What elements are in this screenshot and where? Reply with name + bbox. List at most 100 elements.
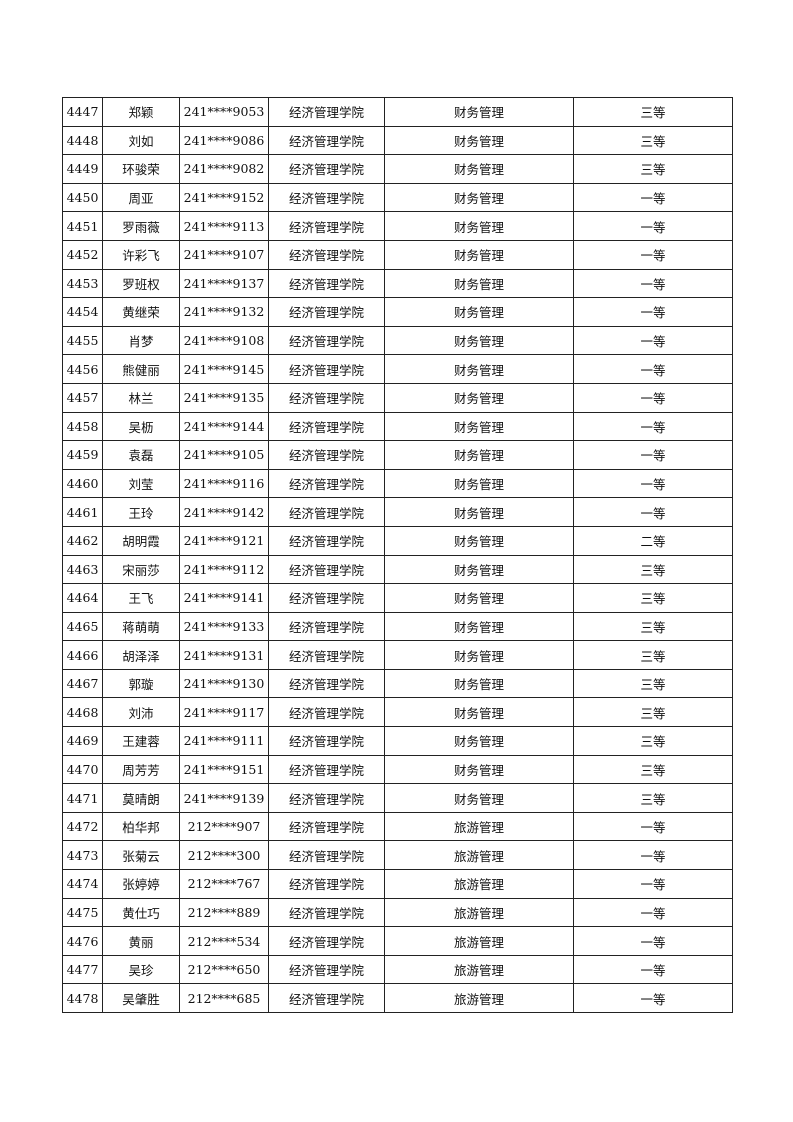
grade-cell: 一等 [573, 411, 733, 442]
student-id-cell: 241****9082 [179, 154, 269, 184]
grade-cell: 三等 [573, 783, 733, 813]
college-cell: 经济管理学院 [268, 268, 385, 299]
grade-cell: 三等 [573, 97, 733, 127]
major-cell: 财务管理 [384, 382, 574, 413]
grade-cell: 一等 [573, 268, 733, 299]
table-row: 4466 胡泽泽 241****9131 经济管理学院 财务管理 三等 [62, 640, 733, 670]
table-row: 4470 周芳芳 241****9151 经济管理学院 财务管理 三等 [62, 754, 733, 785]
major-cell: 财务管理 [384, 640, 574, 670]
student-id-cell: 241****9132 [179, 297, 269, 327]
row-number-cell: 4462 [62, 525, 103, 556]
table-row: 4459 袁磊 241****9105 经济管理学院 财务管理 一等 [62, 440, 733, 470]
name-cell: 蒋萌萌 [102, 611, 180, 642]
major-cell: 财务管理 [384, 268, 574, 299]
name-cell: 熊健丽 [102, 354, 180, 384]
table-row: 4462 胡明霞 241****9121 经济管理学院 财务管理 二等 [62, 525, 733, 556]
grade-cell: 三等 [573, 125, 733, 156]
row-number-cell: 4471 [62, 783, 103, 813]
grade-cell: 一等 [573, 897, 733, 928]
name-cell: 刘沛 [102, 697, 180, 728]
table-row: 4460 刘莹 241****9116 经济管理学院 财务管理 一等 [62, 468, 733, 499]
row-number-cell: 4472 [62, 811, 103, 842]
name-cell: 吴珍 [102, 954, 180, 985]
name-cell: 许彩飞 [102, 239, 180, 270]
name-cell: 刘莹 [102, 468, 180, 499]
row-number-cell: 4476 [62, 926, 103, 956]
student-id-cell: 212****300 [179, 840, 269, 871]
major-cell: 财务管理 [384, 211, 574, 241]
major-cell: 财务管理 [384, 440, 574, 470]
name-cell: 林兰 [102, 382, 180, 413]
row-number-cell: 4473 [62, 840, 103, 871]
college-cell: 经济管理学院 [268, 783, 385, 813]
college-cell: 经济管理学院 [268, 869, 385, 899]
table-row: 4476 黄丽 212****534 经济管理学院 旅游管理 一等 [62, 926, 733, 956]
student-id-cell: 241****9135 [179, 382, 269, 413]
row-number-cell: 4467 [62, 668, 103, 699]
table-row: 4478 吴肇胜 212****685 经济管理学院 旅游管理 一等 [62, 983, 733, 1013]
major-cell: 财务管理 [384, 726, 574, 756]
table-row: 4472 柏华邦 212****907 经济管理学院 旅游管理 一等 [62, 811, 733, 842]
college-cell: 经济管理学院 [268, 983, 385, 1013]
major-cell: 财务管理 [384, 697, 574, 728]
grade-cell: 一等 [573, 182, 733, 213]
table-row: 4467 郭璇 241****9130 经济管理学院 财务管理 三等 [62, 668, 733, 699]
table-row: 4454 黄继荣 241****9132 经济管理学院 财务管理 一等 [62, 297, 733, 327]
row-number-cell: 4469 [62, 726, 103, 756]
college-cell: 经济管理学院 [268, 325, 385, 356]
grade-cell: 一等 [573, 297, 733, 327]
row-number-cell: 4449 [62, 154, 103, 184]
grade-cell: 一等 [573, 983, 733, 1013]
grade-cell: 一等 [573, 354, 733, 384]
grade-cell: 一等 [573, 926, 733, 956]
student-id-cell: 241****9112 [179, 554, 269, 585]
college-cell: 经济管理学院 [268, 583, 385, 613]
student-id-cell: 241****9133 [179, 611, 269, 642]
student-id-cell: 212****907 [179, 811, 269, 842]
row-number-cell: 4461 [62, 497, 103, 527]
student-id-cell: 241****9121 [179, 525, 269, 556]
row-number-cell: 4451 [62, 211, 103, 241]
table-row: 4453 罗班权 241****9137 经济管理学院 财务管理 一等 [62, 268, 733, 299]
table-row: 4452 许彩飞 241****9107 经济管理学院 财务管理 一等 [62, 239, 733, 270]
name-cell: 柏华邦 [102, 811, 180, 842]
student-id-cell: 241****9117 [179, 697, 269, 728]
major-cell: 财务管理 [384, 611, 574, 642]
table-row: 4450 周亚 241****9152 经济管理学院 财务管理 一等 [62, 182, 733, 213]
college-cell: 经济管理学院 [268, 297, 385, 327]
name-cell: 肖梦 [102, 325, 180, 356]
name-cell: 周亚 [102, 182, 180, 213]
row-number-cell: 4447 [62, 97, 103, 127]
name-cell: 王飞 [102, 583, 180, 613]
table-row: 4464 王飞 241****9141 经济管理学院 财务管理 三等 [62, 583, 733, 613]
college-cell: 经济管理学院 [268, 354, 385, 384]
name-cell: 刘如 [102, 125, 180, 156]
name-cell: 袁磊 [102, 440, 180, 470]
table-row: 4475 黄仕巧 212****889 经济管理学院 旅游管理 一等 [62, 897, 733, 928]
row-number-cell: 4458 [62, 411, 103, 442]
college-cell: 经济管理学院 [268, 468, 385, 499]
major-cell: 财务管理 [384, 554, 574, 585]
college-cell: 经济管理学院 [268, 811, 385, 842]
college-cell: 经济管理学院 [268, 754, 385, 785]
major-cell: 财务管理 [384, 182, 574, 213]
student-id-cell: 241****9053 [179, 97, 269, 127]
name-cell: 罗班权 [102, 268, 180, 299]
table-body: 4447 郑颖 241****9053 经济管理学院 财务管理 三等 4448 刘如 241**… [62, 97, 733, 1013]
major-cell: 旅游管理 [384, 926, 574, 956]
grade-cell: 一等 [573, 440, 733, 470]
table-row: 4455 肖梦 241****9108 经济管理学院 财务管理 一等 [62, 325, 733, 356]
major-cell: 旅游管理 [384, 983, 574, 1013]
student-id-cell: 241****9107 [179, 239, 269, 270]
row-number-cell: 4452 [62, 239, 103, 270]
college-cell: 经济管理学院 [268, 611, 385, 642]
name-cell: 张菊云 [102, 840, 180, 871]
student-id-cell: 241****9130 [179, 668, 269, 699]
student-id-cell: 241****9152 [179, 182, 269, 213]
grade-cell: 一等 [573, 382, 733, 413]
college-cell: 经济管理学院 [268, 211, 385, 241]
table-row: 4451 罗雨薇 241****9113 经济管理学院 财务管理 一等 [62, 211, 733, 241]
student-id-cell: 212****534 [179, 926, 269, 956]
row-number-cell: 4470 [62, 754, 103, 785]
college-cell: 经济管理学院 [268, 382, 385, 413]
